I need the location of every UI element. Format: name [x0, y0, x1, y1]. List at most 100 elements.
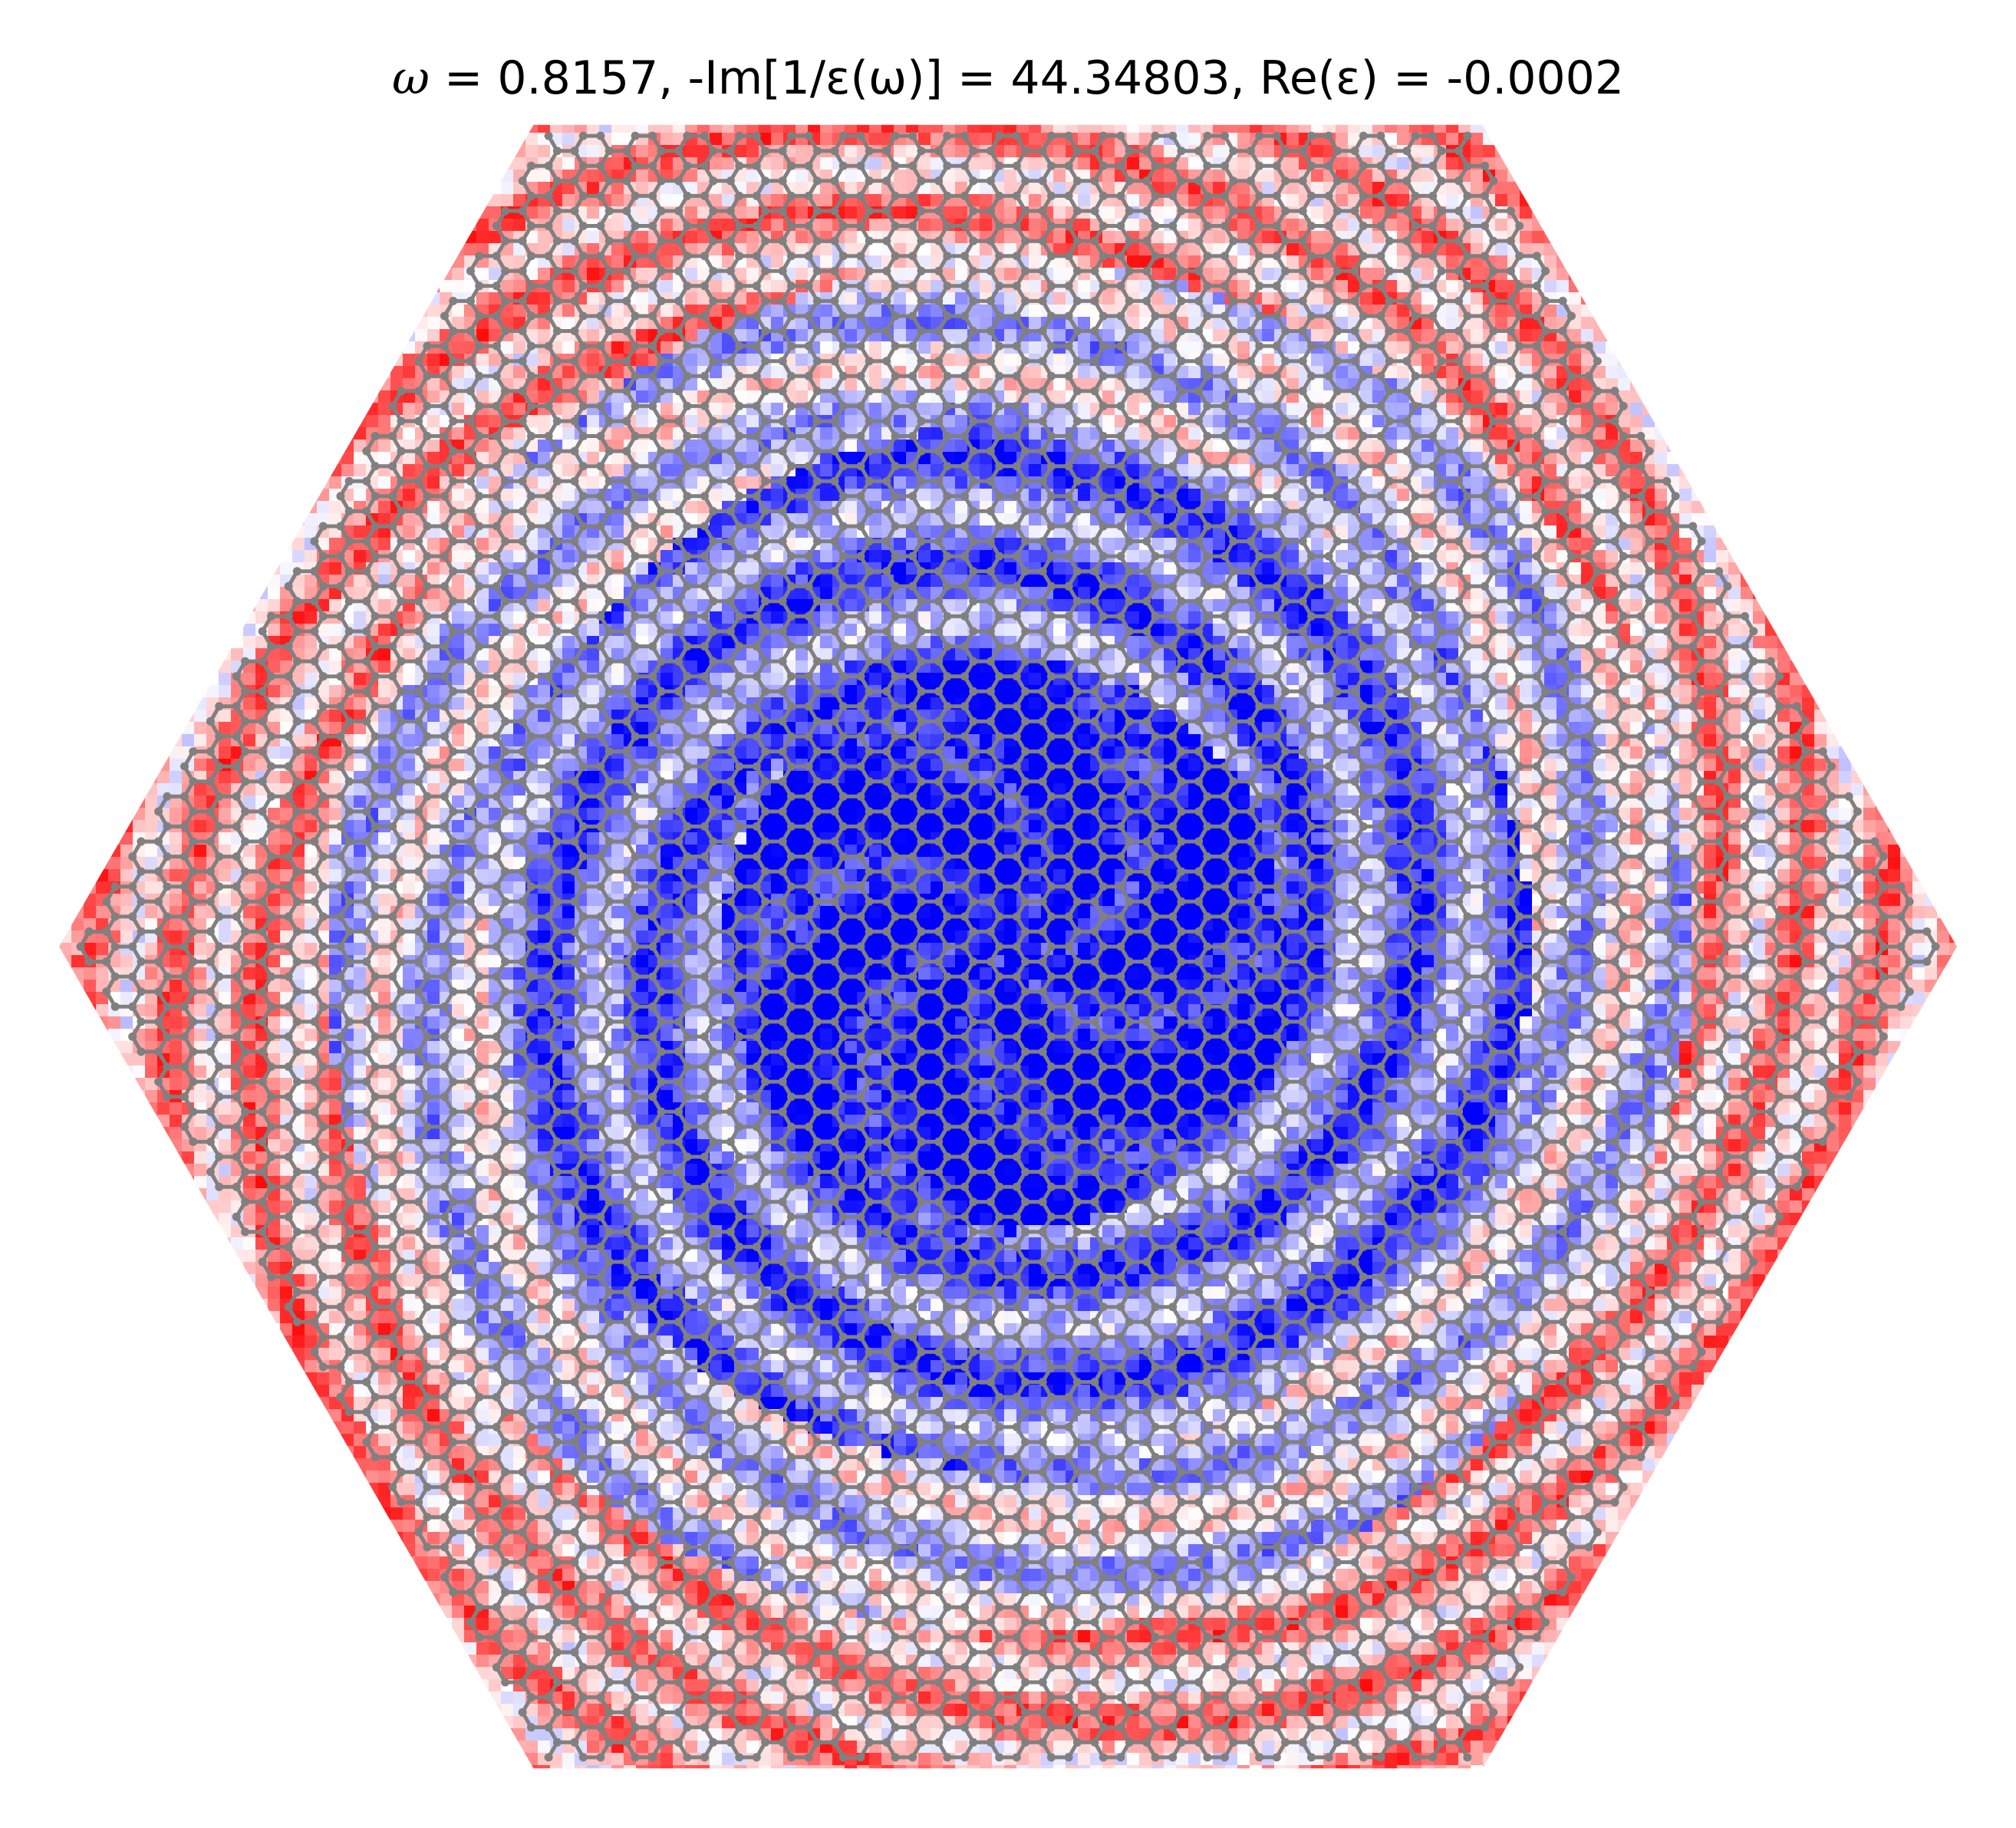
density-cell — [1323, 145, 1336, 158]
density-cell — [771, 575, 784, 588]
density-cell — [268, 624, 281, 637]
density-cell — [636, 538, 649, 551]
density-cell — [1385, 219, 1398, 232]
density-cell — [1286, 611, 1300, 624]
density-cell — [1630, 378, 1643, 391]
density-cell — [476, 685, 489, 698]
density-cell — [1471, 182, 1484, 195]
density-cell — [1446, 513, 1459, 526]
density-cell — [550, 124, 563, 133]
density-cell — [1507, 157, 1520, 170]
density-cell — [845, 648, 858, 661]
density-cell — [1397, 124, 1410, 133]
density-cell — [1704, 513, 1717, 526]
density-cell — [1421, 124, 1435, 133]
density-cell — [796, 501, 809, 514]
density-cell — [746, 145, 759, 158]
density-cell — [685, 562, 698, 575]
density-cell — [746, 685, 759, 698]
density-cell — [329, 562, 342, 575]
density-cell — [1434, 108, 1447, 121]
density-cell — [1029, 575, 1042, 588]
density-cell — [1495, 255, 1508, 268]
density-cell — [562, 124, 575, 133]
density-cell — [1446, 255, 1459, 268]
density-cell — [980, 403, 993, 416]
density-cell — [427, 562, 440, 575]
density-cell — [403, 427, 416, 440]
density-cell — [1213, 390, 1226, 403]
density-cell — [354, 403, 367, 416]
density-cell — [1053, 427, 1066, 440]
density-cell — [378, 660, 391, 674]
density-cell — [501, 170, 514, 183]
density-cell — [1446, 464, 1459, 477]
density-cell — [955, 145, 968, 158]
density-cell — [1102, 390, 1115, 403]
density-cell — [1029, 317, 1042, 330]
density-cell — [452, 268, 465, 281]
density-cell — [931, 489, 944, 502]
density-cell — [476, 268, 489, 281]
density-cell — [857, 124, 870, 133]
density-cell — [1372, 108, 1385, 121]
density-cell — [808, 124, 821, 133]
density-cell — [354, 611, 367, 624]
density-cell — [636, 108, 649, 121]
density-cell — [587, 440, 600, 453]
density-cell — [1704, 575, 1717, 588]
density-cell — [1250, 124, 1263, 133]
density-cell — [845, 182, 858, 195]
omega-symbol: ω — [392, 51, 430, 105]
density-cell — [1262, 660, 1275, 674]
density-cell — [1765, 599, 1778, 612]
density-cell — [869, 341, 882, 354]
density-cell — [1213, 231, 1226, 244]
density-cell — [660, 219, 674, 232]
density-cell — [366, 415, 379, 428]
density-cell — [943, 624, 956, 637]
density-cell — [1679, 489, 1692, 502]
density-cell — [820, 648, 833, 661]
density-cell — [845, 170, 858, 183]
density-cell — [771, 157, 784, 170]
density-cell — [378, 378, 391, 391]
density-cell — [255, 575, 268, 588]
density-cell — [1286, 255, 1300, 268]
density-cell — [894, 329, 907, 342]
density-cell — [1004, 390, 1017, 403]
density-cell — [562, 575, 575, 588]
density-cell — [710, 403, 723, 416]
density-cell — [1053, 354, 1066, 367]
density-cell — [1716, 538, 1729, 551]
density-cell — [1360, 624, 1373, 637]
density-cell — [354, 550, 367, 563]
density-cell — [1213, 501, 1226, 514]
density-cell — [1188, 157, 1201, 170]
density-cell — [1213, 329, 1226, 342]
density-cell — [501, 550, 514, 563]
density-cell — [980, 255, 993, 268]
density-cell — [636, 660, 649, 674]
density-cell — [1188, 550, 1201, 563]
density-cell — [1066, 108, 1079, 121]
density-cell — [1520, 440, 1533, 453]
density-cell — [1802, 673, 1815, 686]
density-cell — [685, 660, 698, 674]
density-cell — [1385, 280, 1398, 293]
density-cell — [1593, 317, 1606, 330]
density-cell — [452, 575, 465, 588]
loss-function-label: -Im[1/ε(ω)] — [687, 51, 943, 105]
density-cell — [1630, 440, 1643, 453]
density-cell — [1446, 124, 1459, 133]
density-cell — [636, 501, 649, 514]
density-cell — [1741, 562, 1754, 575]
density-cell — [1618, 366, 1631, 379]
density-cell — [427, 648, 440, 661]
density-cell — [1655, 489, 1668, 502]
density-cell — [1753, 599, 1766, 612]
density-cell — [1385, 124, 1398, 133]
density-cell — [587, 390, 600, 403]
density-cell — [1728, 538, 1741, 551]
density-cell — [440, 280, 453, 293]
